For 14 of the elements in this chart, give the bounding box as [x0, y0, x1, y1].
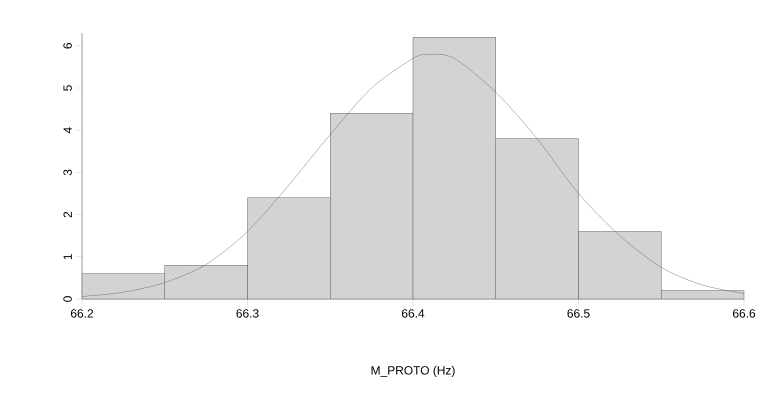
y-tick-label: 4 [64, 127, 72, 134]
y-tick-label: 5 [63, 85, 72, 91]
x-tick-label: 66.5 [567, 309, 590, 318]
x-axis-title: M_PROTO (Hz) [372, 366, 455, 377]
x-tick-label: 66.6 [732, 309, 756, 318]
y-tick-label: 0 [63, 296, 72, 302]
y-tick-label: 3 [63, 170, 72, 176]
y-tick-label: 2 [63, 212, 72, 218]
y-tick-label: 6 [63, 43, 72, 49]
x-tick-label: 66.3 [236, 309, 259, 318]
x-tick-label: 66.4 [402, 309, 424, 318]
y-tick-label: 1 [64, 254, 72, 260]
x-tick-label: 66.2 [70, 309, 94, 318]
line-series [82, 54, 744, 297]
